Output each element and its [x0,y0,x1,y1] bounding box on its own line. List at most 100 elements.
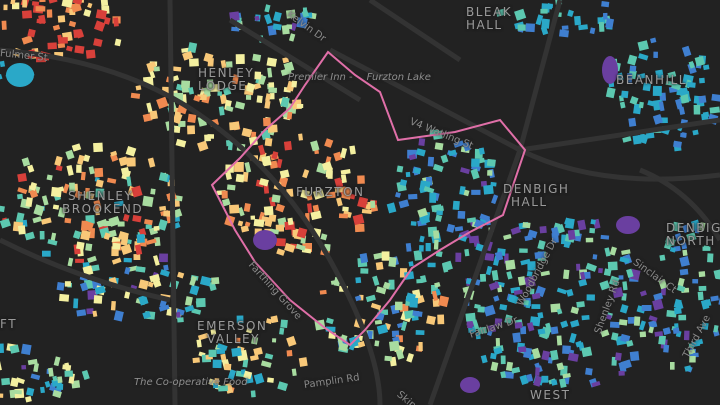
building-block [150,188,156,195]
building-block [283,141,292,151]
building-block [237,207,245,217]
building-block [396,165,404,173]
building-block [33,362,39,373]
building-block [69,182,76,192]
building-block [298,357,308,367]
building-block [666,310,677,318]
building-block [653,51,658,58]
building-block [326,191,336,199]
building-block [260,360,272,368]
building-block [158,172,169,182]
area-label-shenley-brookend: SHENLEY BROOKEND [62,189,144,216]
building-block [66,164,74,176]
poi-premier-inn[interactable]: Premier Inn - Furzton Lake [288,72,431,83]
building-block [132,214,142,223]
building-block [703,245,710,251]
building-block [0,218,12,229]
building-block [638,53,649,61]
building-block [258,79,264,85]
area-label-beanhill: BEANHILL [616,73,687,87]
building-block [254,15,260,22]
building-block [68,20,77,28]
building-block [120,167,130,175]
building-block [85,187,90,193]
building-block [279,169,290,179]
building-block [418,245,424,252]
building-block [178,120,186,127]
building-block [57,207,67,218]
building-block [468,235,480,244]
building-block [440,154,449,164]
road [228,17,362,103]
building-block [629,268,641,281]
building-block [1,20,7,30]
building-block [248,136,259,146]
building-block [232,74,239,85]
building-block [65,149,75,160]
building-block [561,25,569,30]
building-block [133,254,141,261]
building-block [579,271,586,281]
building-block [72,230,82,240]
building-block [431,290,439,302]
building-block [216,343,228,351]
building-block [76,164,82,173]
building-block [17,193,23,200]
building-block [370,302,382,311]
building-block [271,151,279,160]
building-block [83,154,91,163]
poi-co-operative-food[interactable]: The Co-operative Food [134,377,248,388]
building-block [559,378,567,389]
building-block [187,42,198,54]
building-block [80,220,88,231]
building-block [518,346,527,353]
building-block [340,168,351,175]
building-block [513,289,523,295]
building-block [197,332,209,341]
building-block [325,167,333,178]
building-block [633,316,641,326]
building-block [80,230,91,241]
building-block [620,359,632,370]
building-block [500,355,506,365]
building-block [504,314,513,324]
building-block [138,279,149,290]
building-block [291,80,298,88]
building-block [158,304,170,312]
building-block [375,286,387,295]
building-block [499,304,508,311]
building-block [56,282,65,291]
building-block [374,319,383,325]
building-block [408,153,417,161]
building-block [529,288,535,295]
building-block [264,219,273,228]
building-block [342,186,351,195]
building-block [395,349,405,360]
building-block [541,350,551,361]
highlight-area [460,377,480,393]
building-block [181,80,191,89]
building-block [46,9,53,18]
road [639,167,720,242]
road [0,47,383,405]
building-block [103,232,111,240]
building-block [628,117,637,127]
building-block [192,357,200,364]
building-block [243,370,253,380]
building-block [471,158,480,168]
building-block [219,93,228,105]
building-block [426,315,436,325]
road [518,147,720,182]
building-block [652,298,664,311]
area-label-henley-lodge: HENLEY LODGE [198,66,255,93]
building-block [214,378,220,384]
building-block [245,95,252,100]
building-block [81,369,90,380]
building-block [707,253,714,263]
building-block [517,24,526,31]
building-block [526,270,533,277]
building-block [87,2,93,9]
building-block [540,26,549,36]
